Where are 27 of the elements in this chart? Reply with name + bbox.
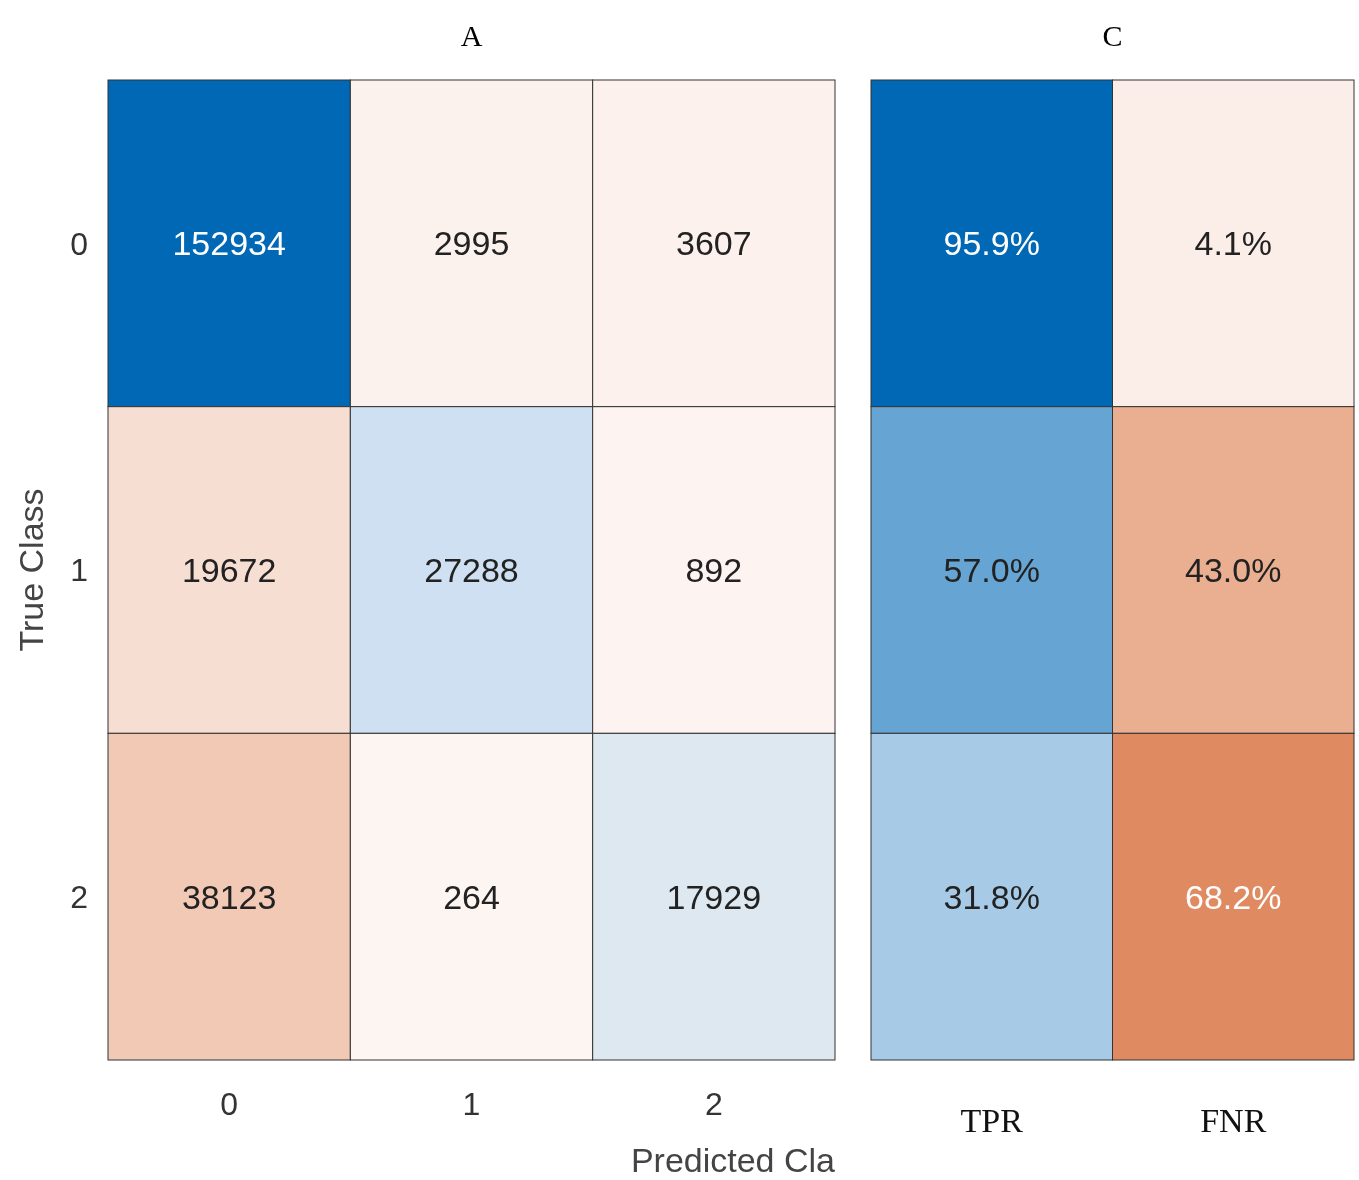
- chart-title: C: [1102, 19, 1123, 52]
- data-label: 57.0%: [943, 550, 1040, 589]
- y-tick-label: 2: [70, 878, 88, 915]
- y-axis-title: True Class: [12, 488, 50, 652]
- data-label: 19672: [181, 550, 277, 589]
- data-label: 27288: [424, 550, 519, 589]
- x-tick-label: TPR: [960, 1102, 1024, 1139]
- x-tick-label: 2: [704, 1086, 723, 1122]
- data-label: 43.0%: [1185, 550, 1282, 589]
- data-label: 17929: [666, 877, 762, 916]
- data-label: 95.9%: [943, 224, 1040, 263]
- x-tick-label: 0: [220, 1086, 239, 1122]
- data-label: 31.8%: [943, 877, 1040, 916]
- data-label: 892: [685, 550, 743, 589]
- y-tick-label: 0: [70, 225, 88, 262]
- data-label: 38123: [181, 877, 277, 916]
- chart-title: A: [460, 19, 483, 52]
- x-tick-label: 1: [462, 1086, 481, 1122]
- data-label: 4.1%: [1194, 224, 1272, 263]
- data-label: 152934: [172, 224, 286, 263]
- data-label: 68.2%: [1185, 877, 1282, 916]
- x-axis-title: Predicted Cla: [630, 1141, 836, 1179]
- y-tick-label: 1: [70, 552, 88, 589]
- x-tick-label: FNR: [1200, 1102, 1267, 1139]
- data-label: 2995: [433, 224, 510, 263]
- data-label: 3607: [676, 224, 752, 263]
- data-label: 264: [443, 877, 500, 916]
